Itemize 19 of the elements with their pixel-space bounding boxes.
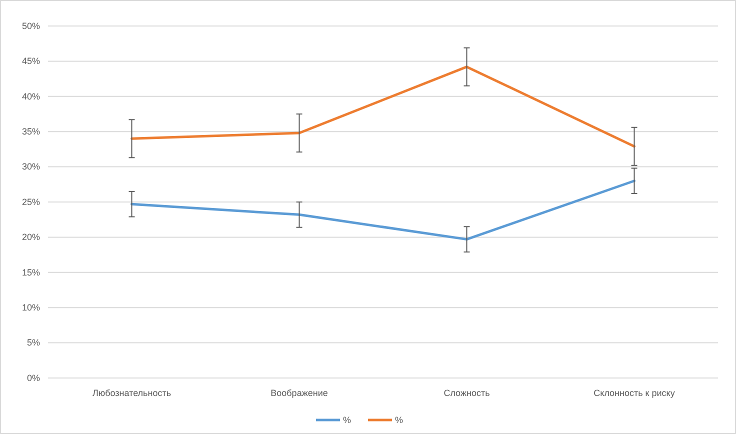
legend-label: % bbox=[395, 414, 404, 425]
y-tick-label: 10% bbox=[22, 302, 40, 312]
y-tick-label: 15% bbox=[22, 267, 40, 278]
y-tick-label: 0% bbox=[26, 372, 40, 383]
x-tick-label: Воображение bbox=[270, 388, 328, 398]
y-tick-label: 50% bbox=[22, 20, 40, 31]
y-tick-label: 25% bbox=[22, 196, 40, 207]
line-series bbox=[130, 66, 636, 148]
y-tick-label: 30% bbox=[22, 162, 40, 172]
x-tick-label: Сложность bbox=[444, 388, 490, 398]
y-tick-label: 45% bbox=[22, 56, 40, 66]
y-tick-label: 20% bbox=[22, 232, 40, 242]
x-tick-label: Склонность к риску bbox=[594, 388, 676, 398]
y-tick-label: 35% bbox=[22, 126, 40, 136]
line-series bbox=[130, 180, 636, 241]
y-tick-label: 40% bbox=[22, 91, 40, 102]
legend-label: % bbox=[343, 414, 352, 425]
x-tick-label: Любознательность bbox=[92, 388, 172, 398]
y-tick-label: 5% bbox=[26, 338, 40, 348]
